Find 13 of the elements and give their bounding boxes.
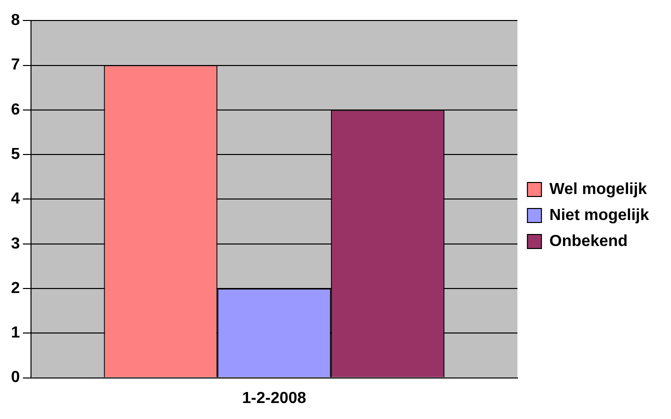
y-tick-label: 2 — [10, 280, 20, 297]
legend-label: Wel mogelijk — [549, 180, 648, 198]
y-tick-label: 5 — [10, 146, 20, 163]
y-tick-label: 8 — [10, 12, 20, 30]
y-tick-label: 1 — [10, 324, 20, 342]
y-tick-label: 0 — [10, 369, 20, 386]
y-tick-label: 7 — [10, 56, 20, 74]
y-tick-label: 3 — [10, 235, 20, 252]
y-tick-label: 6 — [10, 101, 20, 118]
legend-label: Onbekend — [549, 232, 628, 250]
x-tick-label: 1-2-2008 — [242, 390, 306, 407]
y-tick-label: 4 — [10, 190, 20, 208]
legend-label: Niet mogelijk — [549, 206, 650, 224]
